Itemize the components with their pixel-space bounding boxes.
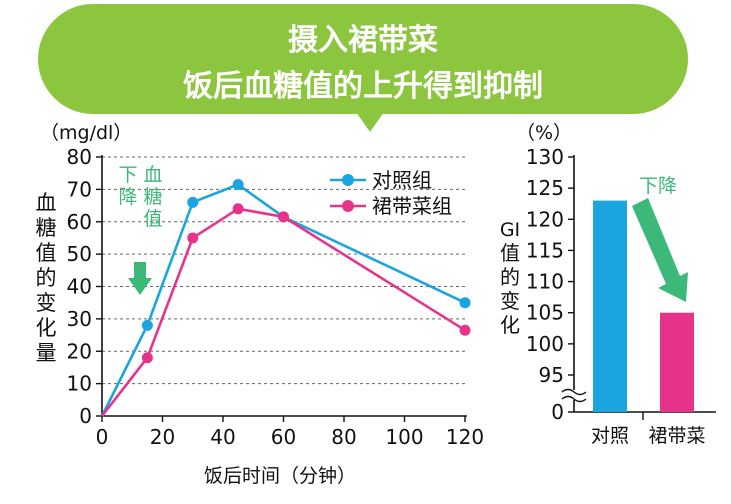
series-line-1 [100, 207, 466, 417]
bar-y-label-char: 变 [500, 289, 520, 313]
bubble-shape [38, 4, 688, 114]
x-tick-label: 60 [271, 425, 296, 449]
header-bubble: 摄入裙带菜 饭后血糖值的上升得到抑制 [38, 4, 688, 132]
y-label-char: 值 [36, 241, 57, 265]
line-chart-unit: （mg/dl） [40, 122, 132, 144]
x-tick-label: 0 [96, 425, 109, 449]
annotation-char: 降 [118, 186, 137, 208]
legend-label-1: 裙带菜组 [372, 194, 452, 218]
bar-y-tick-label: 120 [526, 207, 564, 231]
x-tick-label: 80 [331, 425, 356, 449]
bar-y-tick-label: 0 [551, 400, 564, 424]
header-title-line2: 饭后血糖值的上升得到抑制 [183, 69, 543, 104]
x-tick-label: 100 [385, 425, 423, 449]
y-label-char: 的 [36, 266, 57, 290]
bar-chart-y-ticks: 0 95 100 105 110 115 120 125 130 [526, 145, 716, 424]
bar-y-label-char: 的 [500, 265, 520, 289]
line-chart-y-ticks: 0 10 20 30 40 50 60 70 80 [67, 145, 102, 428]
bar-y-tick-label: 100 [526, 332, 564, 356]
y-tick-label: 50 [67, 242, 92, 266]
data-point [187, 196, 199, 208]
annotation-char: 下 [118, 164, 137, 186]
bar-y-tick-label: 125 [526, 176, 564, 200]
y-tick-label: 60 [67, 210, 92, 234]
data-point [141, 319, 153, 331]
y-label-char: 变 [36, 291, 57, 315]
annotation-char: 糖 [143, 186, 162, 208]
annotation-char: 值 [143, 208, 162, 230]
bar-y-label-char: 值 [500, 241, 520, 265]
axis-break-mark [561, 395, 587, 403]
legend-label-0: 对照组 [372, 168, 432, 192]
data-point [459, 324, 471, 336]
x-tick-label: 40 [210, 425, 235, 449]
bar-y-label-char: GI [500, 219, 520, 241]
bar-y-tick-label: 110 [526, 270, 564, 294]
data-point [232, 203, 244, 215]
x-tick-label: 20 [150, 425, 175, 449]
bar-category-label: 对照 [591, 425, 629, 447]
y-label-char: 糖 [36, 216, 57, 240]
y-label-char: 化 [36, 316, 57, 340]
bar-1 [660, 312, 694, 412]
y-tick-label: 10 [67, 372, 92, 396]
bar-chart-bars [593, 200, 694, 412]
bar-y-tick-label: 95 [539, 363, 564, 387]
bar-chart-unit: （%） [516, 122, 572, 144]
data-point [141, 352, 153, 364]
bar-y-label-char: 化 [500, 313, 520, 337]
bar-chart-annotation: 下降 [632, 175, 688, 302]
y-label-char: 量 [36, 341, 57, 365]
bar-annotation-arrow [632, 198, 688, 302]
data-point [278, 211, 289, 223]
data-point [459, 297, 471, 309]
data-point [187, 232, 199, 244]
bar-y-tick-label: 115 [526, 238, 564, 262]
bubble-tail [356, 112, 384, 132]
bar-0 [593, 200, 627, 412]
bar-chart-x-ticks: 对照 裙带菜 [591, 412, 706, 447]
line-chart-x-label: 饭后时间（分钟） [204, 465, 356, 487]
down-arrow-shaft [134, 262, 146, 278]
legend-marker-1 [342, 200, 354, 212]
y-tick-label: 70 [67, 177, 92, 201]
y-tick-label: 40 [67, 275, 92, 299]
line-chart-series [100, 179, 471, 417]
series-line-0 [100, 183, 466, 417]
header-title-line1: 摄入裙带菜 [288, 23, 438, 58]
line-chart-x-ticks: 0 20 40 60 80 100 120 [96, 416, 484, 449]
line-chart: （mg/dl） 0 10 20 30 40 50 60 70 80 0 20 40 60 80 100 12… [36, 122, 485, 487]
data-point [232, 179, 244, 191]
annotation-char: 血 [143, 164, 162, 186]
y-tick-label: 20 [67, 339, 92, 363]
bar-chart: （%） 0 95 100 105 110 115 120 125 130 对照 裙带菜 GI值的变… [500, 122, 716, 447]
y-tick-label: 80 [67, 145, 92, 169]
bar-annotation-text: 下降 [639, 175, 677, 197]
legend-marker-0 [342, 174, 354, 186]
y-label-char: 血 [36, 191, 57, 215]
x-tick-label: 120 [446, 425, 484, 449]
down-arrow-head [128, 278, 152, 295]
y-tick-label: 0 [79, 404, 92, 428]
bar-category-label: 裙带菜 [648, 425, 705, 447]
bar-y-tick-label: 105 [526, 301, 564, 325]
y-tick-label: 30 [67, 307, 92, 331]
bar-y-tick-label: 130 [526, 145, 564, 169]
axis-break-mark [561, 388, 587, 396]
